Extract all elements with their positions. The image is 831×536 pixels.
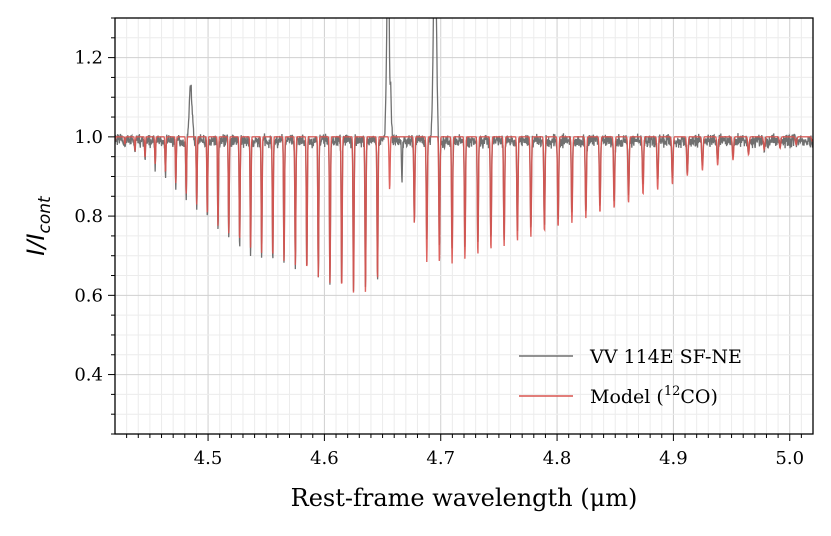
legend-label-model: Model (12CO) [590, 384, 718, 408]
x-tick-label: 4.6 [310, 448, 339, 469]
y-tick-label: 0.4 [74, 365, 103, 386]
legend-label-observed: VV 114E SF-NE [589, 346, 742, 368]
x-tick-label: 5.0 [775, 448, 804, 469]
legend-label-model-main: Model ( [590, 386, 664, 408]
legend-label-model-tail: CO) [680, 386, 718, 408]
x-tick-label: 4.9 [659, 448, 688, 469]
y-axis-label: I/Icont [22, 195, 55, 256]
y-tick-label: 1.0 [74, 127, 103, 148]
y-axis-label-sub: cont [35, 195, 55, 234]
axis-ticks: 4.5 4.6 4.7 4.8 4.9 5.0 0.4 0.6 0.8 1.0 1.2 [74, 17, 804, 469]
legend: VV 114E SF-NE Model (12CO) [519, 346, 742, 408]
series-layer [115, 18, 813, 293]
x-tick-label: 4.7 [426, 448, 455, 469]
x-tick-label: 4.8 [543, 448, 572, 469]
grid [115, 18, 813, 434]
y-tick-label: 0.8 [74, 206, 103, 227]
x-tick-label: 4.5 [194, 448, 223, 469]
legend-label-model-sup: 12 [664, 384, 681, 399]
y-axis-label-main: I/I [22, 233, 50, 255]
x-axis-label: Rest-frame wavelength (μm) [291, 484, 638, 512]
y-tick-label: 1.2 [74, 48, 103, 69]
series-model-line [115, 136, 813, 293]
y-tick-label: 0.6 [74, 285, 103, 306]
